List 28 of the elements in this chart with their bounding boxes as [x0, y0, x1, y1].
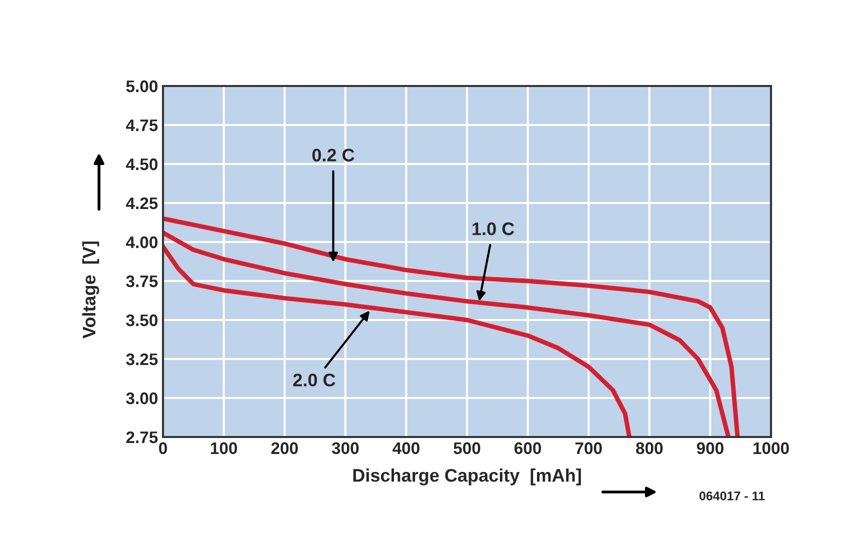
y-tick-label: 3.25 [126, 353, 158, 366]
y-tick-label: 5.00 [126, 80, 158, 92]
x-tick-label: 900 [696, 442, 724, 454]
y-tick-label: 3.75 [126, 275, 158, 288]
text: 064017 - 11 [699, 492, 765, 500]
y-tick-label: 4.50 [126, 158, 158, 170]
x-tick-label: 300 [332, 442, 359, 454]
annotation: 0.2 C [312, 148, 354, 162]
y-tick-label: 3.00 [126, 392, 158, 404]
x-tick-label: 800 [636, 442, 663, 454]
line-series [163, 244, 632, 437]
y-tick-label: 2.75 [126, 431, 158, 444]
annotation: 1.0 C [472, 222, 514, 236]
x-tick-label: 0 [159, 442, 167, 454]
y-tick-label: 4.75 [126, 120, 158, 132]
x-tick-label: 1000 [754, 442, 789, 454]
annotation: 2.0 C [293, 374, 336, 386]
y-tick-label: 4.00 [126, 236, 158, 248]
x-axis-title: Discharge Capacity [mAh] [353, 468, 581, 486]
x-tick-label: 500 [454, 442, 480, 454]
x-tick-label: 200 [271, 442, 298, 454]
x-tick-label: 100 [210, 442, 238, 454]
y-tick-label: 3.50 [126, 314, 158, 326]
x-tick-label: 700 [575, 442, 602, 454]
x-tick-label: 600 [514, 442, 542, 454]
y-tick-label: 4.25 [126, 197, 158, 210]
x-tick-label: 400 [392, 442, 420, 454]
y-axis-title: Voltage [V] [82, 242, 100, 338]
